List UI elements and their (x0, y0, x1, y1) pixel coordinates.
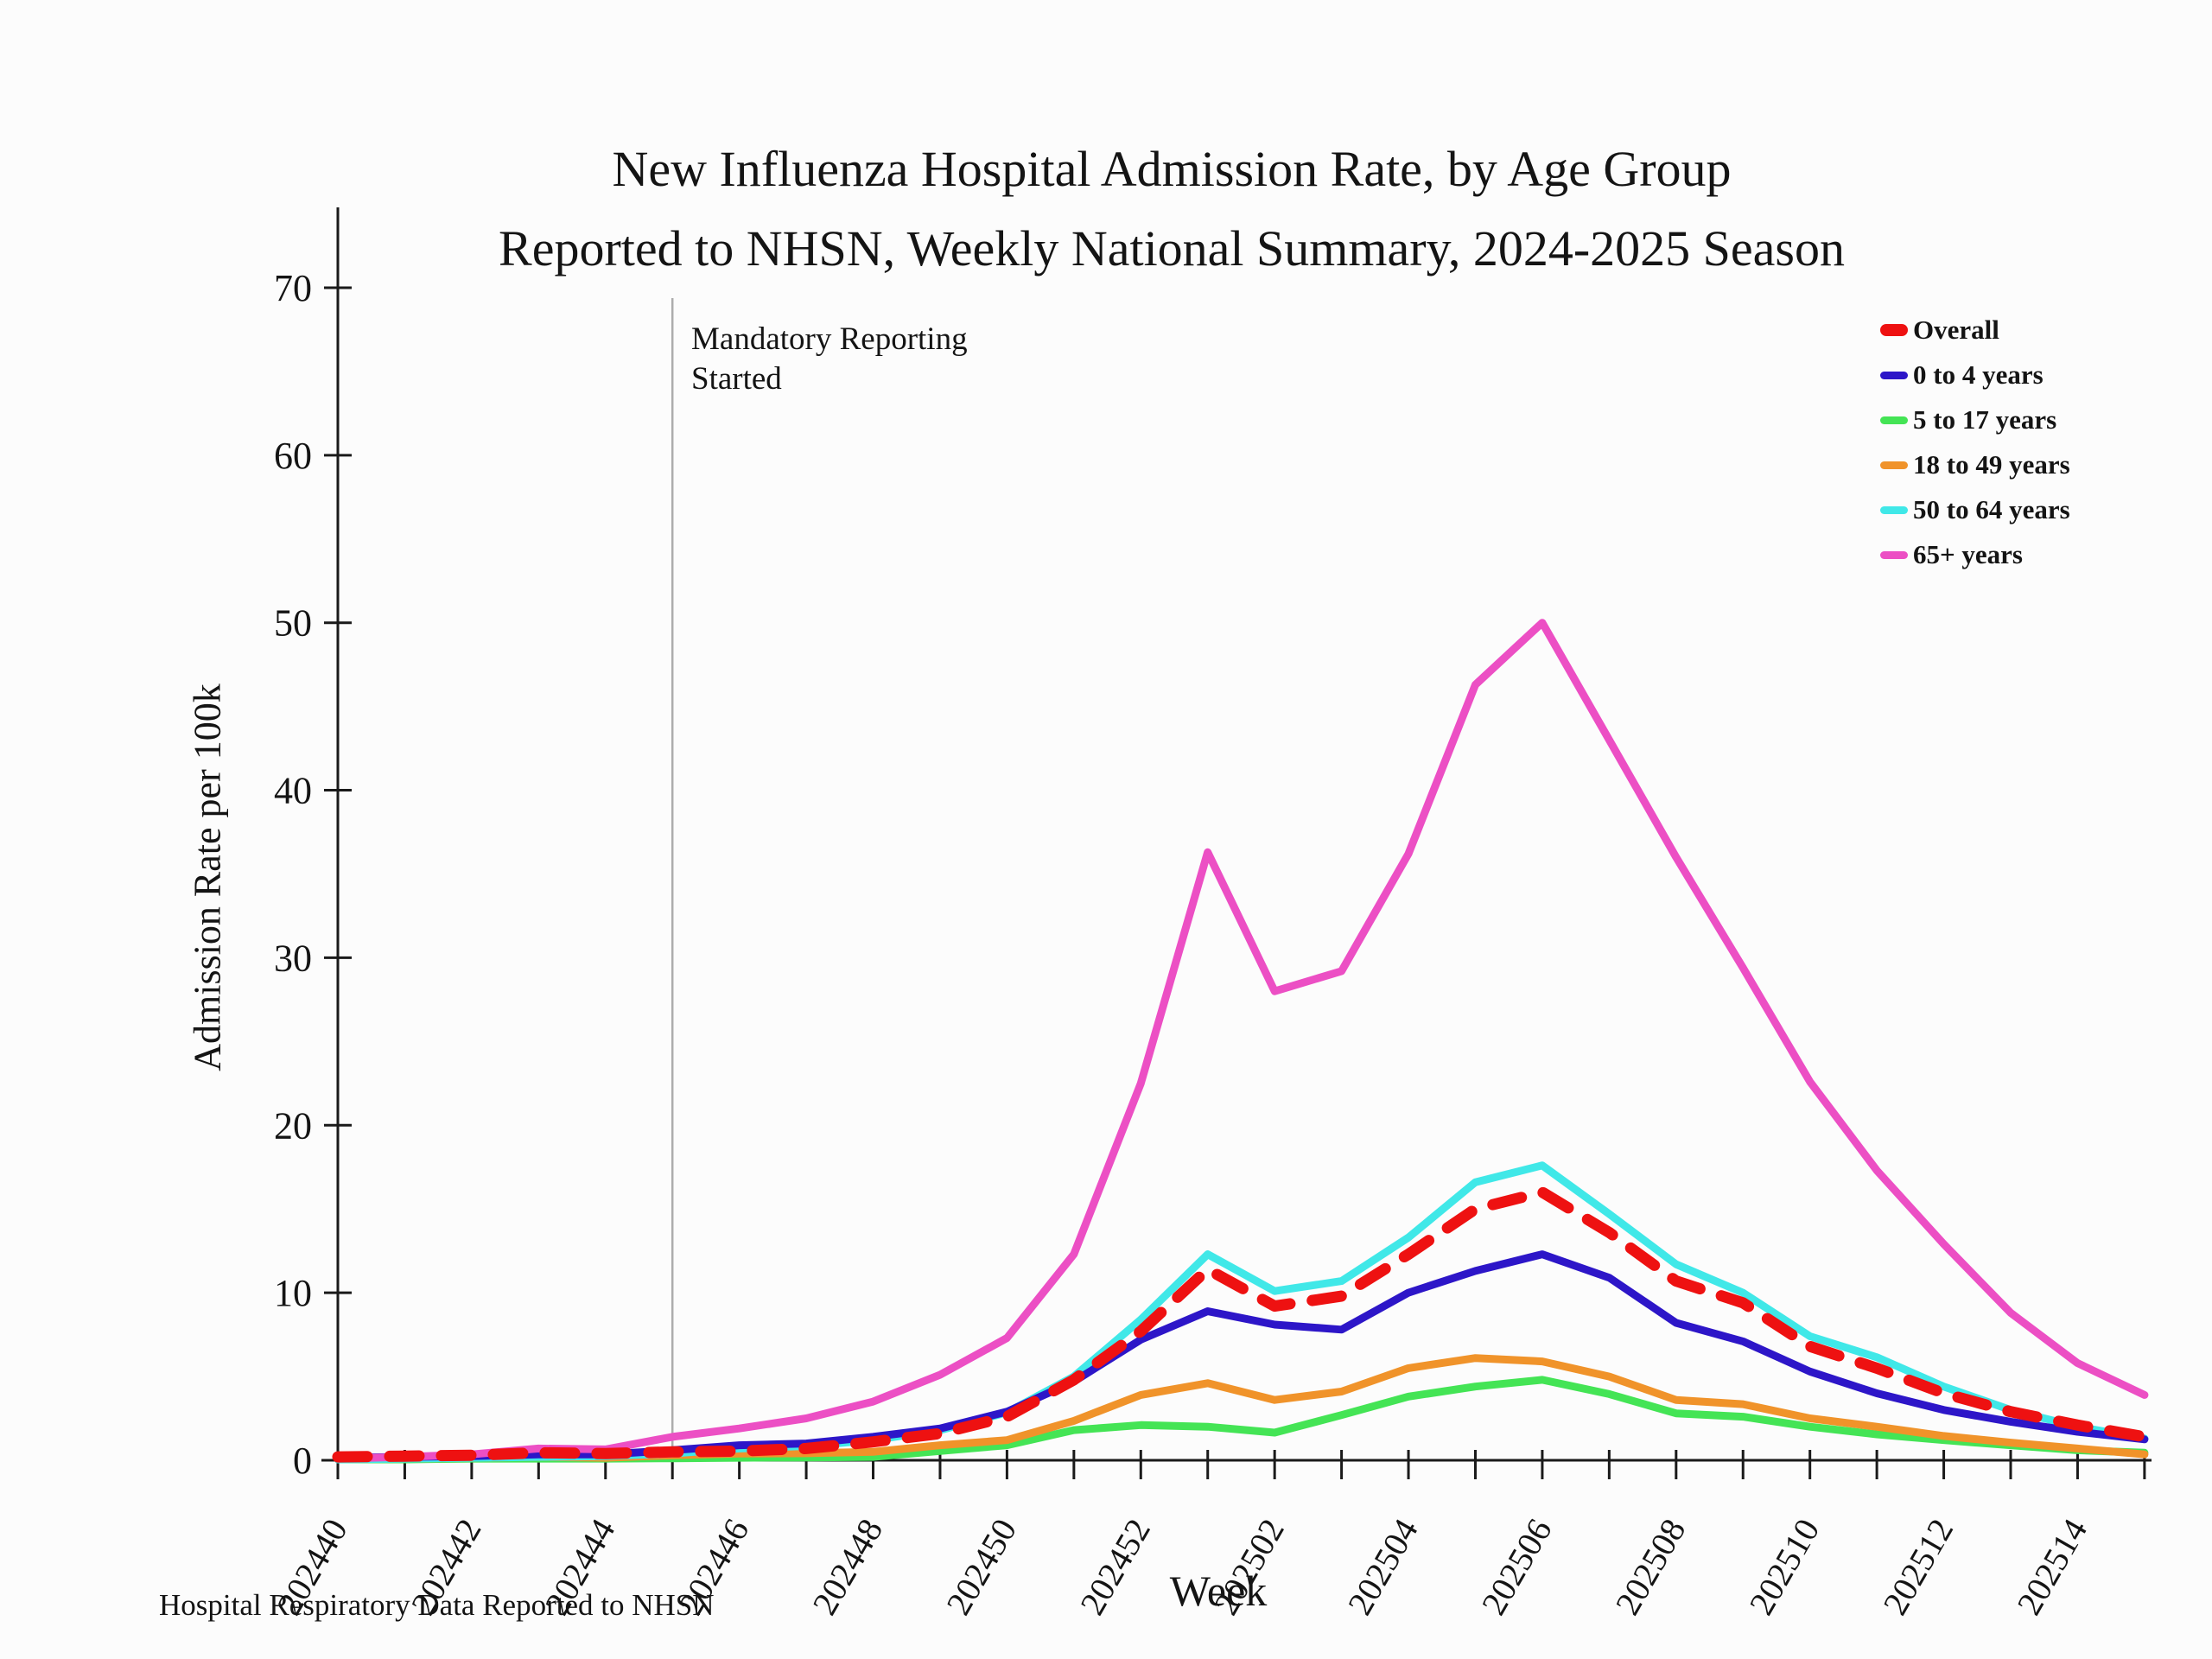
annotation-line2: Started (691, 361, 782, 397)
legend-swatch-icon (1880, 416, 1908, 424)
legend-label: 5 to 17 years (1913, 404, 2057, 435)
y-tick-label: 60 (274, 435, 312, 477)
y-axis-title: Admission Rate per 100k (186, 683, 229, 1071)
annotation-line1: Mandatory Reporting (691, 321, 968, 357)
x-axis-title: Week (1169, 1567, 1268, 1615)
chart-title-line1: New Influenza Hospital Admission Rate, b… (612, 141, 1732, 197)
legend-label: 18 to 49 years (1913, 449, 2070, 480)
legend-item: 0 to 4 years (1880, 353, 2070, 397)
x-tick-label: 202512 (1875, 1512, 1961, 1621)
legend-label: Overall (1913, 315, 1999, 345)
legend-item: 65+ years (1880, 532, 2070, 577)
x-tick-label: 202510 (1742, 1512, 1827, 1621)
legend-swatch-icon (1880, 461, 1908, 469)
x-tick-label: 202514 (2009, 1512, 2094, 1621)
y-tick-label: 20 (274, 1104, 312, 1147)
series-line-65-years (334, 619, 2149, 1463)
legend-label: 0 to 4 years (1913, 359, 2044, 390)
legend: Overall 0 to 4 years 5 to 17 years 18 to 49… (1880, 308, 2070, 577)
y-tick-label: 30 (274, 937, 312, 979)
y-tick-label: 50 (274, 602, 312, 645)
footer-source-note: Hospital Respiratory Data Reported to NH… (159, 1588, 715, 1622)
legend-swatch-icon (1880, 324, 1908, 336)
legend-item: 18 to 49 years (1880, 442, 2070, 487)
y-tick-label: 70 (274, 267, 312, 309)
legend-label: 65+ years (1913, 539, 2023, 569)
legend-swatch-icon (1880, 550, 1908, 559)
x-tick-label: 202448 (804, 1512, 890, 1621)
series-line-50-to-64-years (334, 1161, 2149, 1464)
legend-item: Overall (1880, 308, 2070, 353)
legend-swatch-icon (1880, 371, 1908, 379)
y-tick-label: 0 (293, 1440, 312, 1482)
legend-label: 50 to 64 years (1913, 494, 2070, 524)
y-tick-label: 40 (274, 770, 312, 812)
legend-item: 50 to 64 years (1880, 487, 2070, 532)
chart-title-line2: Reported to NHSN, Weekly National Summar… (499, 220, 1845, 276)
x-tick-label: 202506 (1474, 1512, 1560, 1621)
series-line-overall (332, 1186, 2151, 1463)
mandatory-reporting-annotation: Mandatory Reporting Started (691, 320, 968, 399)
y-tick-label: 10 (274, 1272, 312, 1314)
legend-swatch-icon (1880, 505, 1908, 514)
chart-title: New Influenza Hospital Admission Rate, b… (308, 130, 2036, 289)
series-line-0-to-4-years (334, 1250, 2149, 1462)
series-line-18-to-49-years (334, 1354, 2149, 1463)
legend-item: 5 to 17 years (1880, 397, 2070, 442)
x-tick-label: 202508 (1608, 1512, 1694, 1621)
